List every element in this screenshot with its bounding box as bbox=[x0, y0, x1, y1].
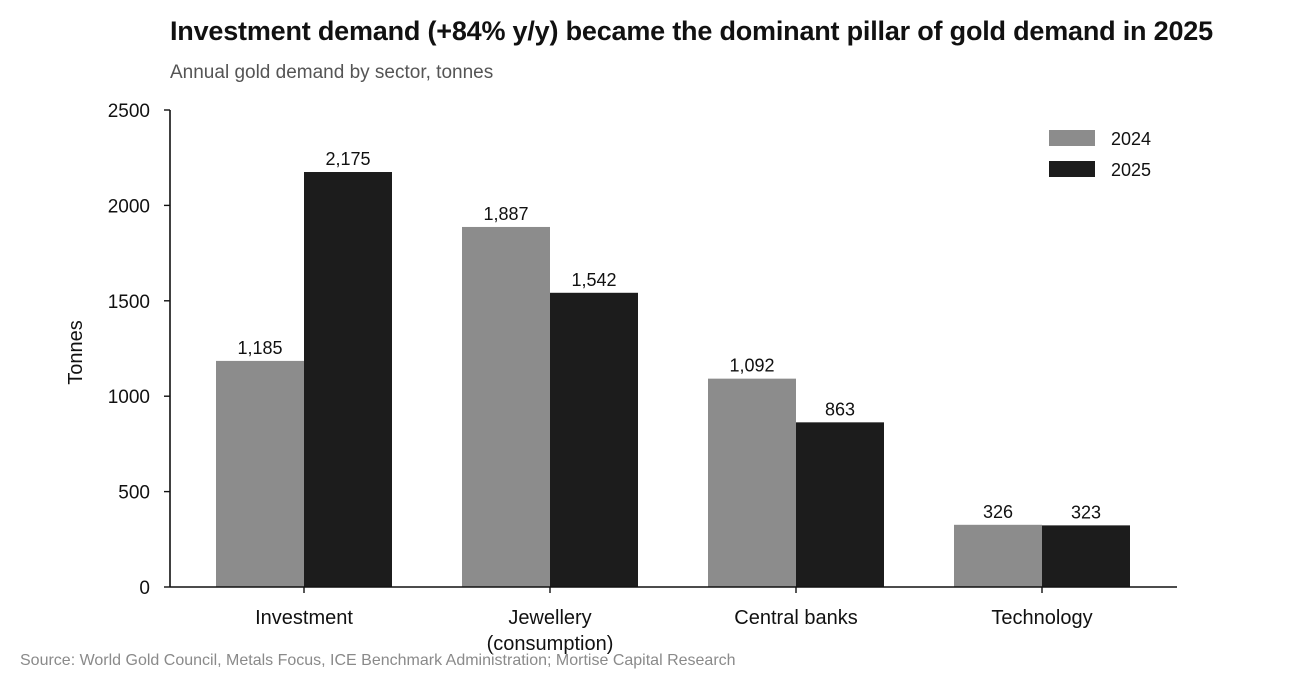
y-tick-label: 1500 bbox=[108, 292, 150, 313]
y-tick-label: 1000 bbox=[108, 387, 150, 408]
bar-2025-3 bbox=[1042, 525, 1130, 587]
x-tick-label: Investment bbox=[255, 607, 353, 629]
chart-subtitle: Annual gold demand by sector, tonnes bbox=[170, 62, 494, 83]
y-tick-label: 500 bbox=[118, 483, 150, 504]
y-axis-title: Tonnes bbox=[65, 320, 87, 385]
bar-2024-3 bbox=[954, 524, 1042, 587]
legend-label-2024: 2024 bbox=[1111, 129, 1151, 149]
bar-2024-2 bbox=[708, 378, 796, 587]
legend-swatch-2025 bbox=[1049, 161, 1095, 177]
chart-title: Investment demand (+84% y/y) became the … bbox=[170, 16, 1213, 46]
x-tick-label: Technology bbox=[991, 607, 1092, 629]
bar-value-label: 1,887 bbox=[483, 204, 528, 224]
bar-value-label: 1,092 bbox=[729, 356, 774, 376]
y-tick-label: 2000 bbox=[108, 196, 150, 217]
labels-layer: 1,185 2,175 1,887 1,542 1,092 863 326 323 bbox=[237, 149, 1101, 522]
bar-value-label: 1,542 bbox=[571, 270, 616, 290]
bar-value-label: 323 bbox=[1071, 502, 1101, 522]
bar-2025-1 bbox=[550, 292, 638, 587]
legend-label-2025: 2025 bbox=[1111, 160, 1151, 180]
x-tick-label: Central banks bbox=[734, 607, 857, 629]
legend-swatch-2024 bbox=[1049, 130, 1095, 146]
bar-2024-1 bbox=[462, 226, 550, 588]
legend: 2024 2025 bbox=[1049, 129, 1151, 180]
bar-2025-2 bbox=[796, 422, 884, 587]
bar-value-label: 2,175 bbox=[325, 149, 370, 169]
bars-layer bbox=[216, 172, 1130, 588]
bar-2025-0 bbox=[304, 172, 392, 587]
bar-value-label: 326 bbox=[983, 502, 1013, 522]
axes-layer: 0 500 1000 1500 2000 2500 Investment Jewellery(… bbox=[65, 101, 1177, 655]
y-tick-label: 2500 bbox=[108, 101, 150, 122]
bar-value-label: 1,185 bbox=[237, 338, 282, 358]
source-note: Source: World Gold Council, Metals Focus… bbox=[20, 652, 736, 669]
x-tick-label: Jewellery (consumption) bbox=[487, 607, 614, 655]
bar-value-label: 863 bbox=[825, 399, 855, 419]
bar-2024-0 bbox=[216, 360, 304, 587]
y-tick-label: 0 bbox=[139, 578, 150, 599]
